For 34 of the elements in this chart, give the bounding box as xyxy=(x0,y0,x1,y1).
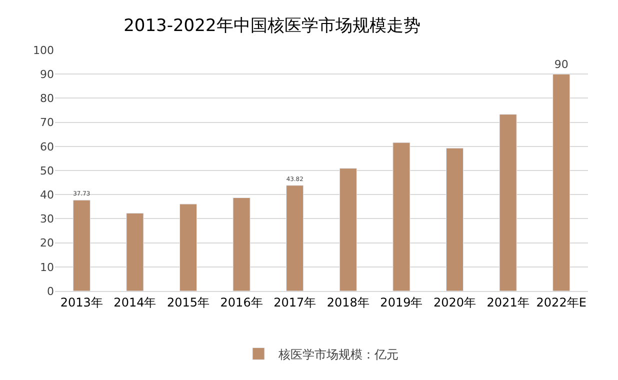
bar xyxy=(286,185,304,291)
legend-label: 核医学市场规模：亿元 xyxy=(278,347,398,362)
y-tick-label: 80 xyxy=(40,92,54,106)
bar xyxy=(552,74,570,291)
y-tick-label: 70 xyxy=(40,116,54,130)
bar xyxy=(339,168,357,291)
x-tick-label: 2015年 xyxy=(166,295,210,310)
x-tick-label: 2018年 xyxy=(326,295,370,310)
data-label: 90 xyxy=(554,58,568,72)
y-tick-label: 20 xyxy=(40,236,54,250)
bar xyxy=(446,148,464,291)
bar xyxy=(72,200,90,291)
x-tick-label: 2022年E xyxy=(536,295,586,310)
x-tick-label: 2017年 xyxy=(274,295,316,310)
bar xyxy=(126,212,144,291)
bar xyxy=(392,142,410,291)
x-tick-label: 2021年 xyxy=(486,295,530,310)
y-tick-label: 40 xyxy=(40,188,54,202)
y-tick-label: 50 xyxy=(40,164,54,178)
x-tick-label: 2016年 xyxy=(220,295,263,310)
x-tick-label: 2013年 xyxy=(60,295,103,310)
y-tick-label: 60 xyxy=(40,140,54,154)
bar xyxy=(499,114,517,291)
y-tick-label: 0 xyxy=(47,284,54,298)
bar xyxy=(179,204,198,291)
chart-title: 2013-2022年中国核医学市场规模走势 xyxy=(124,16,420,36)
x-tick-label: 2019年 xyxy=(380,295,423,310)
y-tick-label: 100 xyxy=(33,44,54,57)
y-tick-label: 90 xyxy=(40,68,54,81)
y-tick-label: 10 xyxy=(40,260,54,274)
x-tick-label: 2020年 xyxy=(433,295,476,310)
y-tick-label: 30 xyxy=(40,212,54,226)
bar xyxy=(232,197,250,291)
x-tick-label: 2014年 xyxy=(114,295,156,310)
